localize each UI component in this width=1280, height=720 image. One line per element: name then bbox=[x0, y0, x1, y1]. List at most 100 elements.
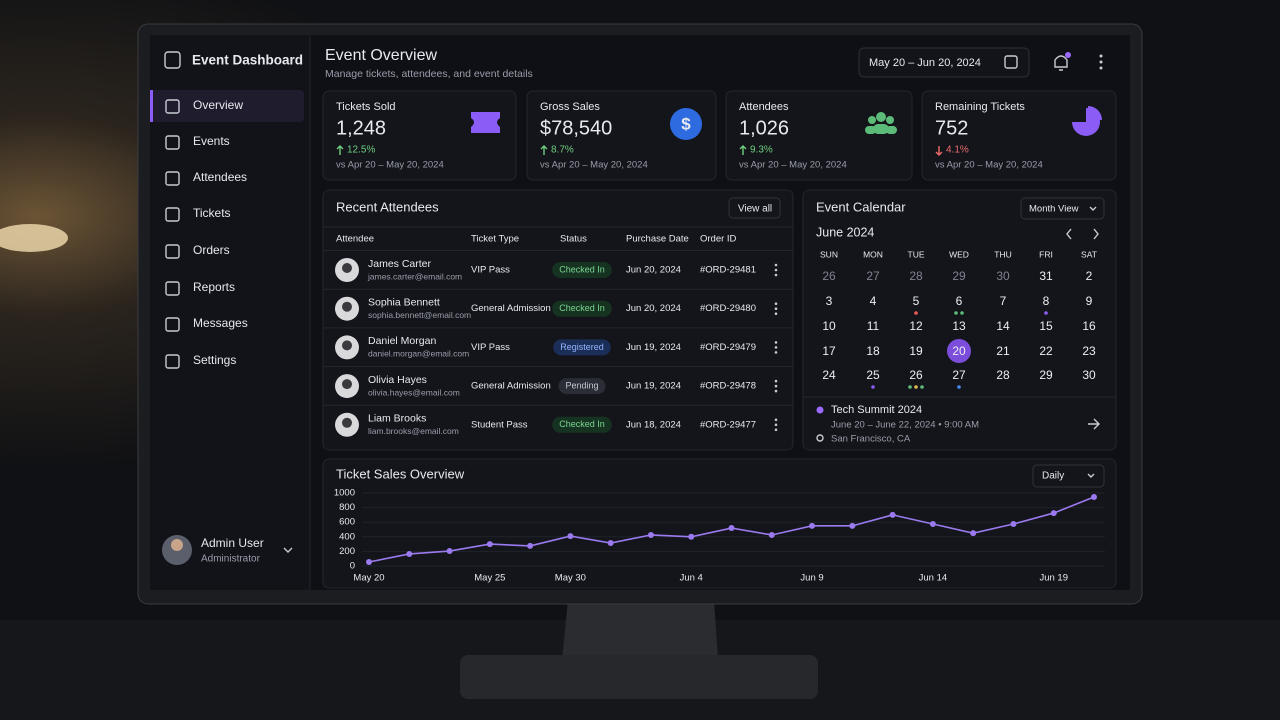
stat-value: 752 bbox=[935, 117, 968, 139]
user-name: Admin User bbox=[201, 536, 264, 550]
day[interactable]: 25 bbox=[866, 368, 880, 382]
weekday: FRI bbox=[1039, 249, 1053, 259]
period-select[interactable] bbox=[1032, 464, 1105, 488]
nav-icon bbox=[165, 354, 180, 369]
purchase-date: Jun 18, 2024 bbox=[626, 419, 681, 430]
user-avatar-face bbox=[171, 539, 183, 551]
event-time: June 20 – June 22, 2024 • 9:00 AM bbox=[831, 420, 979, 431]
day[interactable]: 29 bbox=[952, 269, 966, 283]
day[interactable]: 9 bbox=[1086, 294, 1093, 308]
x-tick-label: Jun 19 bbox=[1039, 573, 1068, 584]
row-menu[interactable] bbox=[774, 379, 778, 383]
event-marker bbox=[920, 385, 924, 389]
day[interactable]: 6 bbox=[956, 294, 963, 308]
status-pill bbox=[558, 378, 606, 395]
attendees-icon bbox=[865, 112, 897, 134]
day[interactable]: 2 bbox=[1086, 269, 1093, 283]
nav-item[interactable]: Messages bbox=[193, 316, 248, 330]
panel-title: Event Calendar bbox=[816, 199, 906, 214]
day[interactable]: 5 bbox=[913, 294, 920, 308]
row-menu[interactable] bbox=[774, 302, 778, 306]
day[interactable]: 7 bbox=[1000, 294, 1007, 308]
day[interactable]: 13 bbox=[952, 319, 966, 333]
attendee-email: olivia.hayes@email.com bbox=[368, 387, 460, 397]
day[interactable]: 31 bbox=[1039, 269, 1053, 283]
monitor-neck bbox=[562, 600, 718, 660]
day[interactable]: 20 bbox=[952, 344, 966, 358]
row-menu[interactable] bbox=[774, 341, 778, 344]
view-all-button[interactable] bbox=[728, 197, 781, 219]
x-tick-label: May 30 bbox=[555, 573, 586, 584]
day[interactable]: 27 bbox=[952, 368, 966, 382]
user-menu[interactable] bbox=[283, 547, 293, 553]
day[interactable]: 23 bbox=[1082, 344, 1096, 358]
status-label: Checked In bbox=[559, 419, 605, 429]
day[interactable]: 14 bbox=[996, 319, 1010, 333]
stat-card bbox=[526, 90, 717, 181]
day[interactable]: 8 bbox=[1043, 294, 1050, 308]
prev-month[interactable] bbox=[1066, 228, 1072, 240]
nav-item[interactable]: Overview bbox=[193, 98, 243, 112]
row-menu[interactable] bbox=[774, 423, 778, 427]
day[interactable]: 29 bbox=[1039, 368, 1053, 382]
y-tick-label: 1000 bbox=[334, 488, 355, 499]
row-menu[interactable] bbox=[774, 263, 778, 267]
event-open[interactable] bbox=[1088, 418, 1100, 430]
day[interactable]: 21 bbox=[996, 344, 1010, 358]
day[interactable]: 11 bbox=[867, 319, 880, 333]
row-menu[interactable] bbox=[774, 384, 778, 388]
column-header: Status bbox=[560, 234, 587, 245]
nav-item[interactable]: Settings bbox=[193, 353, 236, 367]
nav-item[interactable]: Orders bbox=[193, 243, 230, 257]
day[interactable]: 10 bbox=[822, 319, 836, 333]
day[interactable]: 26 bbox=[909, 368, 923, 382]
day[interactable]: 24 bbox=[822, 368, 836, 382]
event-marker bbox=[914, 385, 918, 389]
notification-dot bbox=[1065, 52, 1071, 58]
row-menu[interactable] bbox=[774, 418, 778, 422]
next-month[interactable] bbox=[1093, 228, 1099, 240]
weekday: SUN bbox=[820, 249, 838, 259]
stat-card bbox=[725, 90, 913, 181]
event-location: San Francisco, CA bbox=[831, 434, 911, 445]
more-menu[interactable] bbox=[1099, 54, 1103, 70]
panel-title: Recent Attendees bbox=[336, 199, 439, 214]
day[interactable]: 15 bbox=[1039, 319, 1053, 333]
date-picker[interactable] bbox=[858, 47, 1030, 78]
row-menu[interactable] bbox=[774, 268, 778, 272]
day[interactable]: 12 bbox=[909, 319, 923, 333]
view-select[interactable] bbox=[1020, 197, 1105, 220]
day[interactable]: 26 bbox=[822, 269, 836, 283]
row-menu[interactable] bbox=[774, 273, 778, 277]
row-menu[interactable] bbox=[774, 312, 778, 316]
nav-item[interactable]: Events bbox=[193, 134, 230, 148]
day[interactable]: 27 bbox=[866, 269, 880, 283]
day[interactable]: 19 bbox=[909, 344, 923, 358]
day[interactable]: 3 bbox=[826, 294, 833, 308]
day[interactable]: 16 bbox=[1082, 319, 1096, 333]
avatar-face bbox=[342, 301, 352, 312]
day[interactable]: 30 bbox=[996, 269, 1010, 283]
day[interactable]: 30 bbox=[1082, 368, 1096, 382]
row-menu[interactable] bbox=[774, 389, 778, 393]
day[interactable]: 28 bbox=[996, 368, 1010, 382]
nav-item[interactable]: Attendees bbox=[193, 170, 247, 184]
notifications[interactable] bbox=[1054, 55, 1068, 71]
nav-item[interactable]: Reports bbox=[193, 280, 235, 294]
row-menu[interactable] bbox=[774, 351, 778, 354]
day[interactable]: 28 bbox=[909, 269, 923, 283]
event-marker bbox=[914, 311, 918, 315]
nav-item[interactable]: Tickets bbox=[193, 206, 231, 220]
day[interactable]: 18 bbox=[866, 344, 880, 358]
stat-change: 12.5% bbox=[347, 145, 375, 156]
trend-arrow bbox=[540, 145, 548, 155]
day[interactable]: 4 bbox=[870, 294, 877, 308]
attendee-email: liam.brooks@email.com bbox=[368, 426, 459, 436]
weekday: TUE bbox=[908, 249, 925, 259]
day[interactable]: 17 bbox=[822, 344, 836, 358]
row-menu[interactable] bbox=[774, 307, 778, 311]
event-marker bbox=[957, 385, 961, 389]
day[interactable]: 22 bbox=[1039, 344, 1053, 358]
row-menu[interactable] bbox=[774, 428, 778, 432]
row-menu[interactable] bbox=[774, 346, 778, 349]
